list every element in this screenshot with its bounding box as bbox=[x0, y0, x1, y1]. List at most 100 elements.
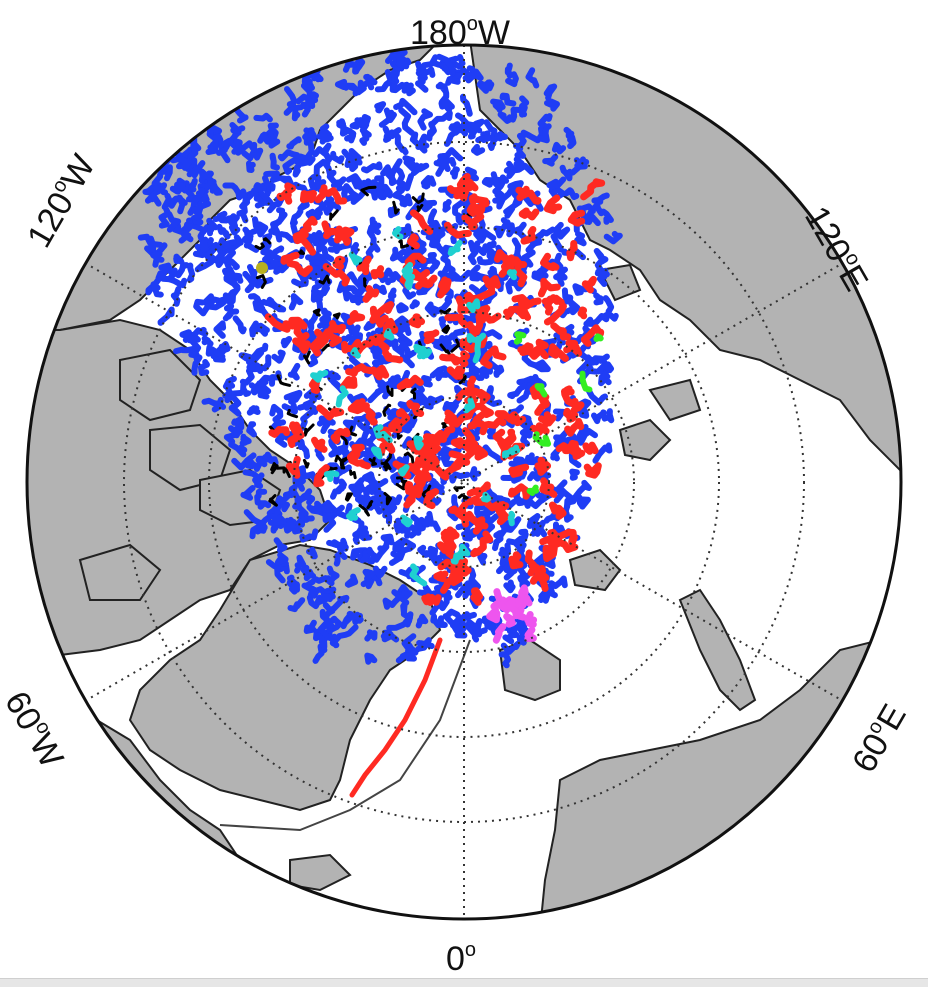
blue-track bbox=[461, 120, 483, 134]
blue-track bbox=[563, 126, 575, 143]
blue-track bbox=[410, 162, 430, 177]
red-track bbox=[356, 255, 372, 276]
blue-track bbox=[199, 236, 210, 253]
red-track bbox=[404, 481, 422, 499]
blue-track bbox=[216, 146, 231, 164]
blue-track bbox=[493, 364, 505, 378]
black-track bbox=[360, 185, 377, 197]
blue-track bbox=[373, 491, 389, 505]
blue-track bbox=[594, 256, 607, 277]
blue-track bbox=[364, 629, 378, 642]
blue-track bbox=[246, 405, 261, 416]
green-track bbox=[534, 383, 548, 398]
blue-track bbox=[167, 127, 183, 140]
blue-track bbox=[313, 294, 324, 312]
blue-track bbox=[429, 54, 454, 75]
black-track bbox=[297, 249, 305, 255]
black-track bbox=[276, 374, 292, 387]
blue-track bbox=[400, 599, 410, 616]
red-track bbox=[345, 363, 375, 377]
blue-track bbox=[511, 237, 523, 264]
blue-track bbox=[538, 123, 552, 144]
red-track bbox=[537, 277, 561, 298]
blue-track bbox=[312, 146, 332, 163]
blue-track bbox=[383, 107, 396, 124]
red-track bbox=[534, 456, 552, 476]
blue-track bbox=[223, 270, 241, 290]
blue-track bbox=[303, 54, 318, 70]
blue-track bbox=[144, 235, 157, 257]
red-track bbox=[580, 178, 606, 201]
magenta-track bbox=[492, 623, 507, 644]
blue-track bbox=[270, 513, 287, 526]
red-track bbox=[313, 464, 330, 488]
blue-track bbox=[247, 264, 263, 284]
blue-track bbox=[186, 160, 206, 179]
blue-track bbox=[158, 206, 172, 229]
blue-track bbox=[347, 155, 363, 171]
blue-track bbox=[169, 181, 186, 195]
magenta-tracks bbox=[486, 584, 538, 644]
blue-track bbox=[548, 575, 568, 589]
label-0-value: 0 bbox=[446, 940, 465, 978]
green-track bbox=[593, 333, 604, 342]
blue-track bbox=[337, 594, 350, 603]
blue-track bbox=[481, 444, 504, 464]
red-track bbox=[444, 313, 469, 329]
blue-track bbox=[215, 341, 231, 360]
blue-track bbox=[393, 517, 405, 534]
red-track bbox=[382, 349, 404, 364]
red-track bbox=[440, 528, 457, 560]
green-track bbox=[526, 484, 540, 496]
blue-track bbox=[387, 205, 400, 219]
blue-track bbox=[311, 232, 322, 247]
magenta-track bbox=[505, 597, 520, 620]
blue-track bbox=[236, 202, 249, 224]
red-track bbox=[437, 276, 452, 299]
blue-track bbox=[494, 131, 508, 142]
blue-track bbox=[303, 492, 316, 506]
blue-track bbox=[517, 572, 531, 587]
cyan-track bbox=[310, 369, 329, 383]
cyan-track bbox=[450, 552, 466, 565]
blue-track bbox=[162, 59, 177, 74]
red-track bbox=[264, 313, 291, 333]
blue-track bbox=[592, 442, 613, 464]
magenta-track bbox=[524, 611, 534, 624]
blue-track bbox=[477, 216, 497, 241]
red-track bbox=[461, 213, 485, 231]
blue-track bbox=[416, 584, 433, 596]
red-track bbox=[377, 439, 396, 457]
blue-track bbox=[366, 222, 382, 240]
blue-track bbox=[542, 153, 559, 167]
blue-track bbox=[254, 190, 274, 209]
black-track bbox=[398, 239, 409, 249]
blue-track bbox=[475, 506, 494, 525]
blue-track bbox=[516, 631, 528, 646]
black-track bbox=[255, 274, 267, 289]
red-track bbox=[561, 385, 575, 403]
blue-track bbox=[574, 230, 587, 247]
blue-track bbox=[200, 56, 219, 75]
blue-track bbox=[354, 495, 372, 506]
blue-track bbox=[428, 110, 453, 128]
red-track bbox=[286, 260, 313, 277]
blue-track bbox=[444, 396, 462, 415]
blue-track bbox=[345, 173, 364, 190]
red-track bbox=[330, 427, 351, 445]
red-track bbox=[564, 397, 585, 414]
red-track bbox=[280, 251, 300, 265]
blue-track bbox=[415, 60, 434, 75]
red-track bbox=[523, 189, 542, 205]
blue-track bbox=[406, 160, 420, 170]
blue-track bbox=[330, 150, 345, 165]
red-track bbox=[434, 465, 455, 481]
red-track bbox=[463, 291, 476, 305]
blue-track bbox=[309, 500, 325, 514]
blue-track bbox=[244, 457, 258, 470]
red-track bbox=[423, 488, 440, 510]
red-track bbox=[582, 441, 599, 455]
blue-track bbox=[222, 266, 243, 280]
blue-track bbox=[466, 618, 483, 638]
blue-track bbox=[550, 448, 561, 462]
